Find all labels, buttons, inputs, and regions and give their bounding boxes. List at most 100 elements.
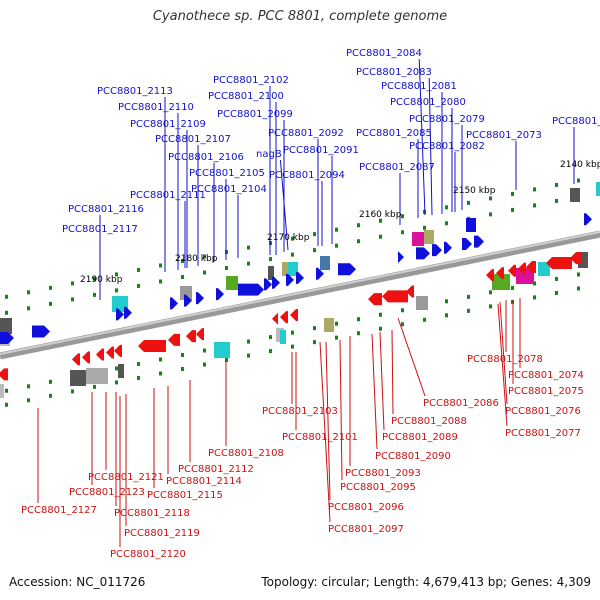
tick-labels: 2140 kbp 2150 kbp 2160 kbp 2170 kbp 2180 kbp… xyxy=(80,160,600,285)
forward-gene-arrow xyxy=(444,241,452,254)
track-dot xyxy=(269,257,272,262)
forward-gene-arrow xyxy=(584,213,592,226)
track-dot xyxy=(291,252,294,257)
feature-box xyxy=(424,230,434,244)
forward-gene-arrow xyxy=(286,273,294,286)
forward-gene-arrow xyxy=(432,244,442,257)
track-dot xyxy=(577,178,580,183)
gene-label-top: PCC8801_2100 xyxy=(208,91,284,102)
track-dot xyxy=(137,361,140,366)
track-dot xyxy=(93,384,96,389)
track-dot xyxy=(313,340,316,345)
track-dot xyxy=(71,281,74,286)
track-dot xyxy=(445,221,448,226)
feature-box xyxy=(226,276,238,290)
track-dot xyxy=(203,348,206,353)
feature-box xyxy=(596,182,600,196)
track-dot xyxy=(379,234,382,239)
reverse-gene-arrow xyxy=(546,256,572,269)
reverse-gene-arrow xyxy=(114,344,122,357)
track-dot xyxy=(357,317,360,322)
track-dot xyxy=(5,294,8,299)
leader-line-bottom xyxy=(371,333,378,450)
leader-line-bottom xyxy=(397,317,426,397)
gene-label-top: PCC8801_2104 xyxy=(191,184,267,195)
track-dot xyxy=(137,283,140,288)
gene-arrows xyxy=(0,213,592,381)
forward-gene-arrow xyxy=(216,288,224,301)
track-dot xyxy=(203,254,206,259)
track-dot xyxy=(181,366,184,371)
gene-label-bottom: PCC8801_2115 xyxy=(147,490,223,501)
gene-label-top: PCC8801_2099 xyxy=(217,109,293,120)
gene-label-bottom: PCC8801_2076 xyxy=(505,406,581,417)
track-dot xyxy=(313,232,316,237)
tick-label: 2170 kbp xyxy=(267,233,310,243)
track-dot xyxy=(489,196,492,201)
gene-label-top: PCC8801_2110 xyxy=(118,102,194,113)
reverse-gene-arrow xyxy=(72,353,80,366)
gene-label-bottom: PCC8801_2103 xyxy=(262,406,338,417)
genome-axis-highlight xyxy=(0,231,600,355)
gene-label-bottom: PCC8801_2090 xyxy=(375,451,451,462)
forward-gene-arrow xyxy=(338,263,356,276)
topology-text: Topology: circular; Length: 4,679,413 bp… xyxy=(261,575,591,589)
reverse-gene-arrow xyxy=(496,267,504,280)
track-dot xyxy=(489,212,492,217)
track-dot xyxy=(379,218,382,223)
gene-label-top: PCC8801_2087 xyxy=(359,162,435,173)
gene-label-top: PCC8801_2094 xyxy=(269,170,345,181)
gene-label-bottom: PCC8801_2123 xyxy=(69,487,145,498)
track-dot xyxy=(445,313,448,318)
map-title: Cyanothece sp. PCC 8801, complete genome xyxy=(152,9,448,24)
reverse-gene-arrow xyxy=(0,368,8,381)
track-dot xyxy=(247,261,250,266)
track-dot xyxy=(313,248,316,253)
gene-label-top: PCC8801_2102 xyxy=(213,75,289,86)
gene-label-bottom: PCC8801_2119 xyxy=(124,528,200,539)
leader-line-bottom xyxy=(339,339,343,481)
track-dot xyxy=(489,304,492,309)
track-dot xyxy=(445,299,448,304)
forward-gene-arrow xyxy=(264,278,272,291)
gene-label-bottom: PCC8801_2121 xyxy=(88,472,164,483)
forward-gene-arrow xyxy=(196,292,204,305)
gene-label-top: PCC8801_2083 xyxy=(356,67,432,78)
gene-label-top: PCC8801_2113 xyxy=(97,86,173,97)
reverse-gene-arrow xyxy=(168,333,180,346)
forward-gene-arrow xyxy=(398,251,404,264)
track-dot xyxy=(115,288,118,293)
leader-line-bottom xyxy=(319,341,331,523)
track-dot xyxy=(379,326,382,331)
tick-label: 2150 kbp xyxy=(453,186,496,196)
feature-box xyxy=(214,342,230,358)
track-dot xyxy=(335,335,338,340)
track-dot xyxy=(555,182,558,187)
track-dot xyxy=(93,276,96,281)
forward-gene-arrow xyxy=(296,271,304,284)
track-dot xyxy=(555,276,558,281)
track-dot xyxy=(71,297,74,302)
track-dot xyxy=(5,310,8,315)
track-dot xyxy=(247,353,250,358)
forward-gene-arrow xyxy=(238,283,264,296)
leader-line-top xyxy=(418,58,426,216)
accession-text: Accession: NC_011726 xyxy=(9,575,146,589)
track-dot xyxy=(291,236,294,241)
leader-line-bottom xyxy=(497,303,508,427)
feature-box xyxy=(0,384,4,398)
track-dot xyxy=(115,272,118,277)
leader-line-top xyxy=(428,77,433,216)
tick-label: 2190 kbp xyxy=(80,275,123,285)
track-dot xyxy=(203,270,206,275)
gene-label-bottom: PCC8801_2101 xyxy=(282,432,358,443)
feature-box xyxy=(268,266,274,280)
track-dot xyxy=(423,317,426,322)
forward-gene-arrow xyxy=(272,276,280,289)
track-dot xyxy=(511,207,514,212)
gene-label-bottom: PCC8801_2120 xyxy=(110,549,186,560)
forward-gene-arrow xyxy=(32,325,50,338)
gene-label-bottom: PCC8801_2096 xyxy=(328,502,404,513)
gene-label-bottom: PCC8801_2114 xyxy=(166,476,242,487)
